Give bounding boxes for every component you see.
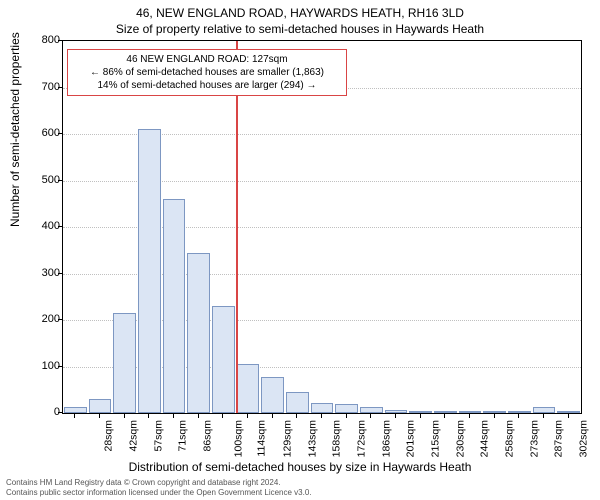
x-tick-label: 273sqm [528,420,540,457]
y-tick-label: 100 [30,360,60,372]
histogram-bar [311,403,334,413]
annotation-box: 46 NEW ENGLAND ROAD: 127sqm ← 86% of sem… [67,49,347,96]
histogram-bar [261,377,284,413]
y-axis-label: Number of semi-detached properties [8,32,22,227]
x-tick-label: 57sqm [152,420,164,452]
x-tick-label: 215sqm [429,420,441,457]
histogram-bar [64,407,87,414]
histogram-bar [385,410,408,413]
histogram-bar [89,399,112,413]
histogram-bar [483,411,506,413]
histogram-bar [459,411,482,413]
x-tick-label: 158sqm [331,420,343,457]
y-tick-label: 800 [30,34,60,46]
x-tick-label: 244sqm [479,420,491,457]
x-tick-label: 143sqm [306,420,318,457]
x-tick-label: 302sqm [577,420,589,457]
x-tick-label: 114sqm [256,420,268,457]
histogram-bar [360,407,383,413]
histogram-bar [286,392,309,413]
x-tick-label: 28sqm [103,420,115,452]
histogram-bar [557,411,580,413]
histogram-bar [335,404,358,413]
plot-area: 46 NEW ENGLAND ROAD: 127sqm ← 86% of sem… [62,40,582,414]
x-tick-label: 86sqm [202,420,214,452]
histogram-bar [237,364,260,413]
footer-text: Contains HM Land Registry data © Crown c… [6,478,596,498]
x-tick-label: 129sqm [281,420,293,457]
chart-container: 46, NEW ENGLAND ROAD, HAYWARDS HEATH, RH… [0,0,600,500]
x-tick-label: 287sqm [553,420,565,457]
histogram-bar [533,407,556,413]
footer-line1: Contains HM Land Registry data © Crown c… [6,478,596,488]
y-tick-label: 0 [30,406,60,418]
chart-title-main: 46, NEW ENGLAND ROAD, HAYWARDS HEATH, RH… [0,6,600,20]
x-tick-label: 230sqm [454,420,466,457]
histogram-bar [409,411,432,413]
x-tick-label: 258sqm [503,420,515,457]
histogram-bar [434,411,457,413]
x-tick-label: 186sqm [380,420,392,457]
histogram-bar [187,253,210,413]
annotation-line1: 46 NEW ENGLAND ROAD: 127sqm [74,53,340,66]
x-tick-label: 100sqm [232,420,244,457]
x-axis-label: Distribution of semi-detached houses by … [0,460,600,474]
histogram-bar [113,313,136,413]
y-tick-label: 400 [30,220,60,232]
annotation-line2: ← 86% of semi-detached houses are smalle… [74,66,340,79]
y-tick-label: 300 [30,267,60,279]
histogram-bar [138,129,161,413]
y-tick-label: 700 [30,81,60,93]
histogram-bar [508,411,531,413]
x-tick-label: 201sqm [405,420,417,457]
x-tick-label: 71sqm [177,420,189,452]
y-tick-label: 600 [30,127,60,139]
x-tick-label: 172sqm [355,420,367,457]
y-tick-label: 200 [30,313,60,325]
histogram-bar [163,199,186,413]
x-tick-label: 42sqm [128,420,140,452]
footer-line2: Contains public sector information licen… [6,488,596,498]
annotation-line3: 14% of semi-detached houses are larger (… [74,79,340,92]
y-tick-label: 500 [30,174,60,186]
histogram-bar [212,306,235,413]
chart-title-sub: Size of property relative to semi-detach… [0,22,600,36]
